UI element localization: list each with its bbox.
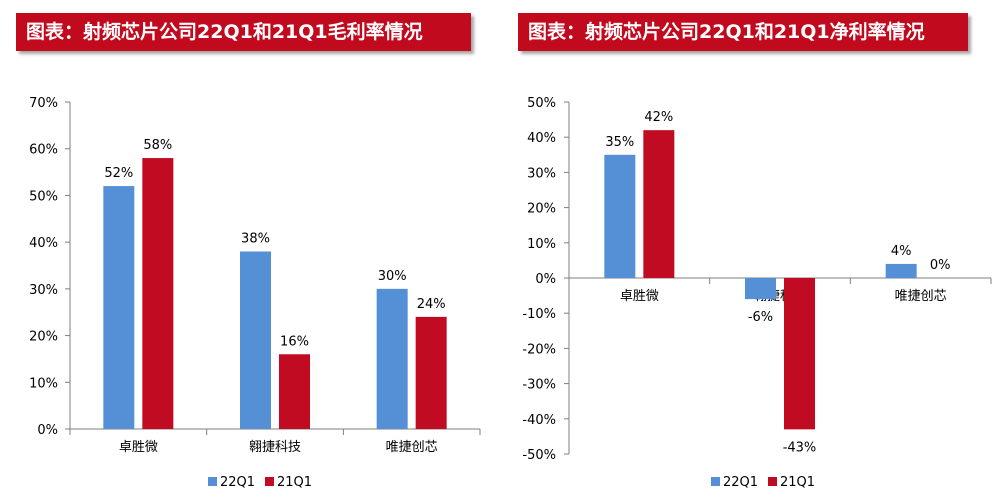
chart2-legend-swatch-21q1 [768,477,777,486]
chart1-bar-21q1 [279,354,310,429]
chart2-bar-21q1 [784,278,815,430]
chart2-category-label: 卓胜微 [620,289,659,304]
chart1-y-tick-label: 10% [29,376,58,391]
chart1-category-label: 唯捷创芯 [386,440,438,455]
chart2-data-label: 42% [644,110,673,125]
chart1-legend-swatch-21q1 [265,477,274,486]
chart2-bar-22q1 [885,263,917,278]
chart2-bar-22q1 [745,278,776,300]
chart1-legend-swatch-22q1 [208,477,217,486]
chart2-data-label: 0% [930,258,951,273]
chart2-bar-21q1 [643,130,675,278]
chart1-legend-label: 22Q1 [220,475,255,490]
chart-title-net-margin: 图表：射频芯片公司22Q1和21Q1净利率情况 [518,13,968,51]
chart2-y-tick-label: 30% [527,166,556,181]
chart2-legend-label: 22Q1 [723,475,758,490]
chart2-data-label: 35% [605,135,634,150]
chart1-bar-21q1 [415,316,447,429]
chart1-legend-label: 21Q1 [277,475,312,490]
chart2-y-tick-label: -10% [522,307,556,322]
chart1-y-tick-label: 20% [29,330,58,345]
chart2-y-tick-label: -30% [522,378,556,393]
chart1-data-label: 16% [280,334,309,349]
chart2-category-label: 唯捷创芯 [895,289,947,304]
chart2-y-tick-label: 50% [527,96,556,111]
chart1-data-label: 38% [241,231,270,246]
chart2-legend-swatch-22q1 [711,477,720,486]
chart2-y-tick-label: 0% [535,272,556,287]
chart1-bar-21q1 [142,158,174,430]
chart1-data-label: 24% [417,297,446,312]
chart1-data-label: 30% [378,269,407,284]
chart2-y-tick-label: 20% [527,202,556,217]
chart1-data-label: 52% [104,166,133,181]
chart1-y-tick-label: 50% [29,189,58,204]
chart1-category-label: 卓胜微 [119,440,158,455]
chart1-y-tick-label: 30% [29,283,58,298]
chart1-bar-22q1 [240,251,271,429]
chart1-bar-22q1 [103,186,135,429]
chart1-y-tick-label: 60% [29,143,58,158]
chart1-y-tick-label: 0% [37,423,58,438]
chart1-category-label: 翱捷科技 [249,440,301,455]
chart2-y-tick-label: 10% [527,237,556,252]
chart2-y-tick-label: -40% [522,413,556,428]
chart2-y-tick-label: -50% [522,448,556,463]
chart1-bar-22q1 [376,288,408,429]
chart2-data-label: 4% [891,244,912,259]
chart2-y-tick-label: 40% [527,131,556,146]
chart2-data-label: -6% [748,310,773,325]
chart1-data-label: 58% [143,138,172,153]
chart2-data-label: -43% [783,440,817,455]
chart1-y-tick-label: 40% [29,236,58,251]
chart2-y-tick-label: -20% [522,342,556,357]
chart2-bar-22q1 [604,154,636,278]
chart2-legend-label: 21Q1 [780,475,815,490]
chart-title-gross-margin: 图表：射频芯片公司22Q1和21Q1毛利率情况 [16,13,471,51]
chart1-y-tick-label: 70% [29,96,58,111]
